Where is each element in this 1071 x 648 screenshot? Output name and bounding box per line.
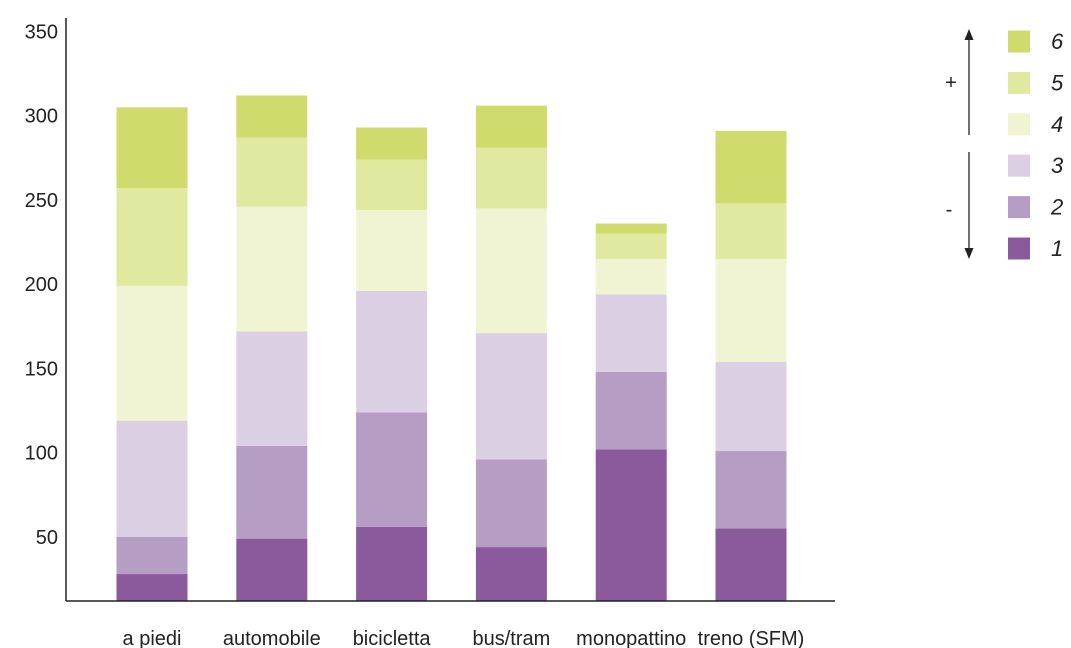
- bar-segment-5: [475, 147, 547, 209]
- bar-segment-3: [595, 294, 667, 372]
- arrow-down-icon: [964, 248, 974, 259]
- bar-segment-1: [475, 547, 547, 601]
- x-category-label: bus/tram: [472, 628, 550, 648]
- bar-segment-3: [116, 420, 188, 537]
- bar-segment-4: [475, 208, 547, 334]
- bar-segment-5: [595, 233, 667, 259]
- legend-swatch-1: [1008, 237, 1030, 260]
- legend-label-5: 5: [1051, 70, 1064, 95]
- x-category-label: monopattino: [576, 628, 686, 648]
- bar-segment-2: [475, 459, 547, 548]
- bar-segment-6: [116, 107, 188, 189]
- scale-indicator: + -: [945, 29, 974, 259]
- bar-segment-6: [475, 105, 547, 148]
- bars-group: [116, 95, 787, 601]
- legend-swatch-6: [1008, 30, 1030, 53]
- bar-segment-1: [715, 528, 787, 601]
- bar-segment-3: [475, 333, 547, 460]
- legend-label-4: 4: [1051, 112, 1063, 137]
- y-tick-label: 100: [25, 443, 58, 465]
- bar-segment-1: [236, 538, 308, 601]
- legend: 6 5 4 3 2 1: [1008, 29, 1064, 261]
- bar-segment-4: [236, 206, 308, 332]
- x-category-labels: a piedi automobile bicicletta bus/tram monop…: [123, 628, 805, 648]
- bar-segment-3: [715, 361, 787, 452]
- x-category-label: bicicletta: [353, 628, 432, 648]
- legend-label-6: 6: [1051, 29, 1064, 54]
- y-tick-label: 250: [25, 190, 58, 212]
- bar-segment-2: [236, 445, 308, 539]
- y-tick-labels: 50 100 150 200 250 300 350: [25, 21, 58, 548]
- bar-segment-1: [356, 526, 428, 601]
- bar-segment-6: [236, 95, 308, 138]
- y-tick-label: 50: [36, 527, 58, 549]
- y-tick-label: 200: [25, 274, 58, 296]
- legend-swatch-2: [1008, 196, 1030, 219]
- bar-segment-2: [715, 451, 787, 529]
- bar-segment-1: [595, 449, 667, 601]
- y-tick-label: 150: [25, 358, 58, 380]
- y-tick-label: 350: [25, 21, 58, 43]
- bar-segment-3: [236, 331, 308, 446]
- bar-segment-1: [116, 574, 188, 601]
- legend-swatch-3: [1008, 154, 1030, 177]
- bar-segment-4: [715, 258, 787, 362]
- x-category-label: a piedi: [123, 628, 182, 648]
- legend-label-2: 2: [1050, 195, 1063, 220]
- x-category-label: treno (SFM): [698, 628, 805, 648]
- scale-minus-label: -: [946, 199, 953, 221]
- legend-label-3: 3: [1051, 153, 1064, 178]
- bar-segment-5: [116, 188, 188, 286]
- bar-segment-6: [715, 130, 787, 204]
- bar-segment-3: [356, 290, 428, 413]
- x-category-label: automobile: [223, 628, 321, 648]
- bar-segment-6: [356, 127, 428, 160]
- bar-segment-2: [356, 412, 428, 527]
- arrow-up-icon: [964, 29, 974, 40]
- bar-segment-5: [356, 159, 428, 211]
- bar-segment-4: [356, 210, 428, 291]
- bar-segment-4: [595, 258, 667, 295]
- scale-plus-label: +: [945, 72, 957, 94]
- bar-segment-4: [116, 285, 188, 421]
- bar-segment-5: [715, 203, 787, 259]
- bar-segment-6: [595, 223, 667, 234]
- bar-segment-5: [236, 137, 308, 207]
- bar-segment-2: [116, 536, 188, 575]
- y-tick-label: 300: [25, 106, 58, 128]
- legend-swatch-4: [1008, 113, 1030, 136]
- legend-label-1: 1: [1051, 236, 1063, 261]
- legend-swatch-5: [1008, 71, 1030, 94]
- bar-segment-2: [595, 371, 667, 450]
